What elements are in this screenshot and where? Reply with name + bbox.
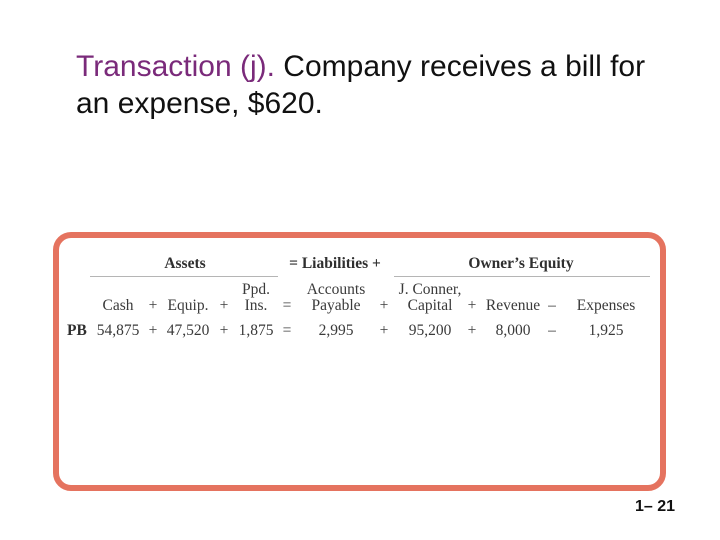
plus-sign: + [219, 297, 229, 314]
cash-value: 54,875 [96, 322, 140, 339]
equip-value: 47,520 [166, 322, 210, 339]
equals-sign: = [282, 297, 292, 314]
capital-value: 95,200 [408, 322, 452, 339]
revenue-column-label: Revenue [485, 297, 541, 314]
plus-sign: + [219, 322, 229, 339]
minus-sign: – [548, 322, 556, 339]
ppd-bottom-label: Ins. [244, 297, 268, 314]
equip-column-label: Equip. [167, 297, 209, 314]
transaction-description: Company receives a bill for an expense, … [76, 50, 646, 120]
accounts-top-label: Accounts [306, 281, 366, 298]
previous-balance-label: PB [67, 322, 87, 339]
owners-equity-header: Owner’s Equity [468, 255, 574, 272]
plus-sign: + [148, 297, 158, 314]
plus-sign: + [467, 322, 477, 339]
accounts-payable-value: 2,995 [318, 322, 354, 339]
revenue-value: 8,000 [495, 322, 531, 339]
equity-rule [394, 276, 650, 277]
cash-column-label: Cash [102, 297, 134, 314]
capital-bottom-label: Capital [407, 297, 453, 314]
accounts-bottom-label: Payable [311, 297, 361, 314]
slide-title: Transaction (j). Company receives a bill… [76, 48, 676, 122]
minus-sign: – [548, 297, 556, 314]
equation-frame [53, 232, 666, 491]
liabilities-header: = Liabilities + [289, 255, 381, 272]
expenses-value: 1,925 [588, 322, 624, 339]
assets-header: Assets [164, 255, 206, 272]
plus-sign: + [148, 322, 158, 339]
transaction-label: Transaction (j). [76, 50, 275, 83]
equals-sign: = [282, 322, 292, 339]
plus-sign: + [379, 322, 389, 339]
expenses-column-label: Expenses [576, 297, 636, 314]
plus-sign: + [379, 297, 389, 314]
slide-number: 1– 21 [634, 498, 675, 515]
assets-rule [90, 276, 278, 277]
ppd-ins-value: 1,875 [238, 322, 274, 339]
ppd-top-label: Ppd. [242, 281, 270, 298]
capital-top-label: J. Conner, [398, 281, 462, 298]
plus-sign: + [467, 297, 477, 314]
